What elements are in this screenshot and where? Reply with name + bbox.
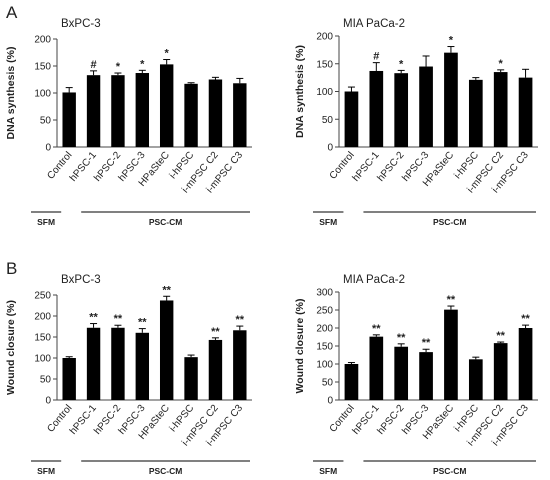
y-tick-label: 250 <box>316 306 333 317</box>
bar <box>394 73 409 147</box>
group-label-control: SFM <box>37 466 55 476</box>
group-label-control: SFM <box>37 217 55 227</box>
significance-marker: ** <box>496 330 505 342</box>
bar <box>419 352 433 400</box>
bar <box>518 77 533 147</box>
significance-marker: ** <box>138 317 147 329</box>
y-tick-label: 0 <box>45 396 51 407</box>
bar <box>86 327 101 400</box>
significance-marker: * <box>399 58 404 70</box>
bar <box>62 92 76 147</box>
y-tick-label: 150 <box>34 333 51 344</box>
significance-marker: ** <box>397 332 406 344</box>
bar <box>444 309 458 400</box>
chart-title: BxPC-3 <box>61 18 101 30</box>
y-tick-label: 150 <box>316 342 333 353</box>
significance-marker: ** <box>89 312 98 324</box>
y-tick-label: 0 <box>327 143 333 154</box>
y-tick-label: 0 <box>327 396 333 407</box>
bar <box>233 330 247 400</box>
bar <box>344 364 359 400</box>
y-tick-label: 200 <box>34 312 51 323</box>
chart-panel-4: MIA PaCa-2 Wound closure (%) 0 50 100 150 200 2… <box>294 274 538 476</box>
y-tick-label: 50 <box>40 375 52 386</box>
significance-marker: ** <box>447 294 456 306</box>
y-axis-label: DNA synthesis (%) <box>294 45 306 138</box>
y-tick-label: 50 <box>322 378 334 389</box>
bar <box>62 358 76 400</box>
significance-marker: # <box>91 59 97 71</box>
bar <box>444 52 458 147</box>
bar <box>208 339 223 400</box>
y-axis-label: Wound closure (%) <box>5 300 17 395</box>
y-tick-label: 250 <box>34 291 51 302</box>
y-tick-label: 100 <box>316 360 333 371</box>
significance-marker: ** <box>236 314 245 326</box>
y-tick-label: 200 <box>316 32 333 43</box>
bar <box>394 346 409 400</box>
significance-marker: ** <box>422 337 431 349</box>
bar <box>208 79 223 147</box>
bar <box>184 83 198 147</box>
significance-marker: ** <box>372 323 381 335</box>
significance-marker: * <box>165 48 170 60</box>
significance-marker: ** <box>521 313 530 325</box>
significance-marker: * <box>140 58 145 70</box>
bar <box>518 328 533 400</box>
significance-marker: * <box>499 58 504 70</box>
bar <box>419 66 433 147</box>
bar <box>184 357 198 400</box>
bar <box>369 70 384 147</box>
y-axis-label: Wound closure (%) <box>294 299 306 394</box>
bar <box>493 343 508 400</box>
y-tick-label: 50 <box>40 116 52 127</box>
y-tick-label: 150 <box>34 62 51 73</box>
bar <box>159 64 174 147</box>
panel-letter: B <box>6 259 17 278</box>
panel-letter: A <box>6 3 18 22</box>
chart-title: BxPC-3 <box>61 274 101 286</box>
y-tick-label: 200 <box>34 35 51 46</box>
bar <box>111 327 125 400</box>
bar <box>233 83 247 147</box>
chart-title: MIA PaCa-2 <box>343 274 405 286</box>
bar <box>468 359 483 400</box>
significance-marker: ** <box>114 313 123 325</box>
group-label-control: SFM <box>319 466 337 476</box>
significance-marker: * <box>449 35 454 47</box>
significance-marker: # <box>373 51 379 63</box>
group-label-treated: PSC-CM <box>149 466 183 476</box>
group-label-control: SFM <box>319 217 337 227</box>
bar <box>135 73 150 147</box>
group-label-treated: PSC-CM <box>433 466 467 476</box>
bar <box>86 75 101 147</box>
chart-title: MIA PaCa-2 <box>343 18 405 30</box>
bar <box>468 79 483 147</box>
bar <box>111 75 125 147</box>
y-tick-label: 150 <box>316 59 333 70</box>
group-label-treated: PSC-CM <box>433 217 467 227</box>
y-tick-label: 100 <box>34 89 51 100</box>
y-tick-label: 100 <box>34 354 51 365</box>
group-label-treated: PSC-CM <box>149 217 183 227</box>
bar <box>135 332 150 400</box>
y-tick-label: 200 <box>316 324 333 335</box>
y-tick-label: 0 <box>45 143 51 154</box>
y-tick-label: 100 <box>316 87 333 98</box>
y-axis-label: DNA synthesis (%) <box>5 47 17 140</box>
bar <box>159 300 174 400</box>
y-tick-label: 50 <box>322 115 334 126</box>
bar <box>369 336 384 400</box>
bar <box>493 72 508 147</box>
significance-marker: * <box>116 61 121 73</box>
y-tick-label: 300 <box>316 288 333 299</box>
significance-marker: ** <box>162 284 171 296</box>
significance-marker: ** <box>211 326 220 338</box>
bar <box>344 91 359 147</box>
